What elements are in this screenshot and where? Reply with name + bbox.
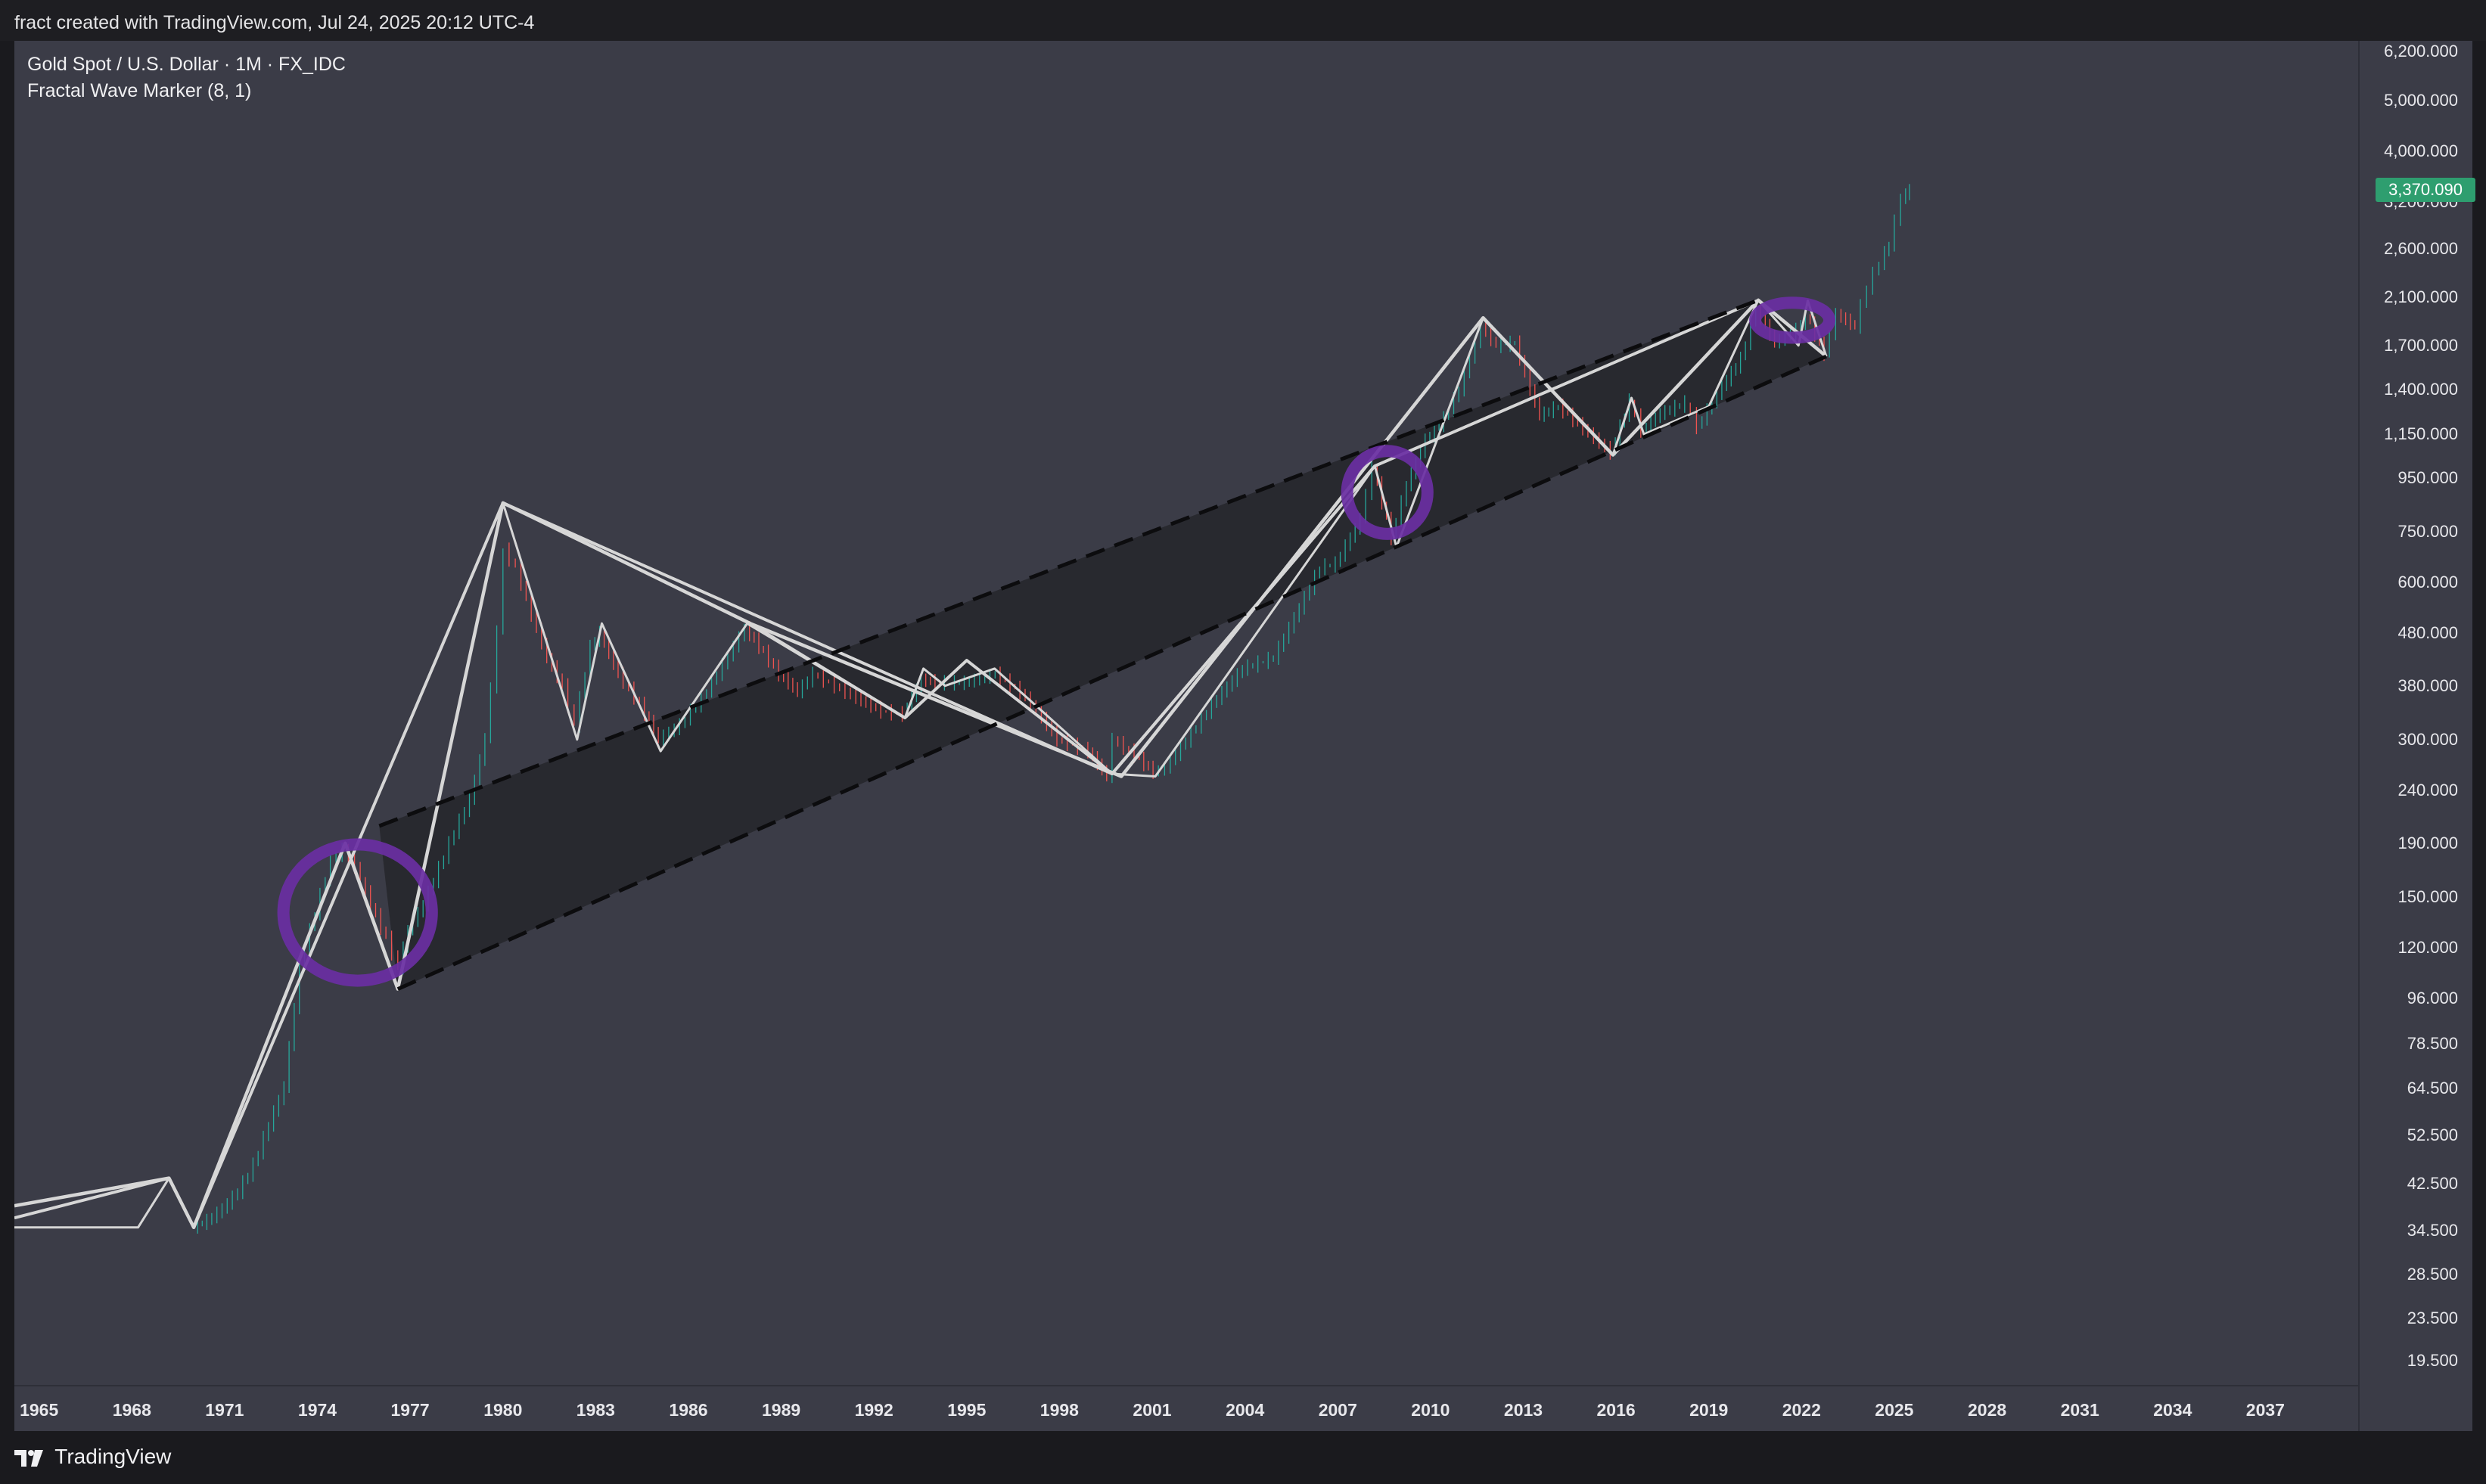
time-tick-label: 2013 bbox=[1503, 1400, 1543, 1420]
tradingview-brand[interactable]: TradingView bbox=[14, 1445, 171, 1469]
time-tick-label: 2022 bbox=[1782, 1400, 1821, 1420]
time-tick-label: 2004 bbox=[1226, 1400, 1265, 1420]
time-tick-label: 2037 bbox=[2245, 1400, 2285, 1420]
price-scale[interactable]: 6,200.0005,000.0004,000.0003,200.0002,60… bbox=[2358, 41, 2475, 1431]
price-tick-label: 950.000 bbox=[2397, 467, 2458, 487]
chart-legend: Gold Spot / U.S. Dollar · 1M · FX_IDC Fr… bbox=[27, 51, 346, 104]
price-tick-label: 120.000 bbox=[2397, 937, 2458, 957]
time-scale[interactable]: 1965 1968 1971 1974 1977 1980 1983 1986 1989 1992… bbox=[14, 1385, 2358, 1433]
time-tick-label: 1986 bbox=[669, 1400, 708, 1420]
price-tick-label: 150.000 bbox=[2397, 886, 2458, 906]
price-tick-label: 190.000 bbox=[2397, 833, 2458, 852]
price-tick-label: 96.000 bbox=[2407, 988, 2458, 1007]
time-tick-label: 2031 bbox=[2060, 1400, 2099, 1420]
price-tick-label: 78.500 bbox=[2407, 1034, 2458, 1054]
channel-lower-line bbox=[396, 354, 1828, 991]
wave-line-major-1 bbox=[14, 298, 1828, 1230]
time-tick-label: 2010 bbox=[1411, 1400, 1450, 1420]
price-tick-label: 600.000 bbox=[2397, 572, 2458, 591]
time-tick-label: 1974 bbox=[297, 1400, 337, 1420]
price-tick-label: 23.500 bbox=[2407, 1308, 2458, 1327]
time-tick-label: 2025 bbox=[1875, 1400, 1914, 1420]
price-tick-label: 1,400.000 bbox=[2384, 380, 2458, 399]
time-tick-label: 1971 bbox=[205, 1400, 244, 1420]
time-tick-label: 2016 bbox=[1596, 1400, 1636, 1420]
price-tick-label: 240.000 bbox=[2397, 780, 2458, 799]
time-tick-label: 1968 bbox=[112, 1400, 151, 1420]
time-tick-label: 1980 bbox=[483, 1400, 523, 1420]
price-tick-label: 1,150.000 bbox=[2384, 424, 2458, 444]
price-tick-label: 4,000.000 bbox=[2384, 141, 2458, 160]
indicator-title[interactable]: Fractal Wave Marker (8, 1) bbox=[27, 80, 252, 101]
price-tick-label: 2,600.000 bbox=[2384, 239, 2458, 259]
price-tick-label: 34.500 bbox=[2407, 1221, 2458, 1240]
chart-canvas[interactable] bbox=[14, 41, 2358, 1385]
time-tick-label: 2001 bbox=[1133, 1400, 1172, 1420]
price-tick-label: 28.500 bbox=[2407, 1264, 2458, 1284]
attribution-bar: fract created with TradingView.com, Jul … bbox=[0, 0, 2486, 41]
price-tick-label: 750.000 bbox=[2397, 521, 2458, 541]
tradingview-logo-icon bbox=[14, 1449, 43, 1467]
time-tick-label: 2034 bbox=[2153, 1400, 2192, 1420]
footer: TradingView bbox=[0, 1431, 2486, 1484]
time-tick-label: 1995 bbox=[947, 1400, 987, 1420]
price-tick-label: 300.000 bbox=[2397, 729, 2458, 749]
time-tick-label: 1998 bbox=[1039, 1400, 1079, 1420]
time-tick-label: 1992 bbox=[854, 1400, 893, 1420]
price-tick-label: 380.000 bbox=[2397, 675, 2458, 695]
last-price-badge: 3,370.090 bbox=[2376, 178, 2475, 203]
price-tick-label: 19.500 bbox=[2407, 1350, 2458, 1370]
price-tick-label: 42.500 bbox=[2407, 1173, 2458, 1193]
brand-label: TradingView bbox=[54, 1445, 172, 1468]
highlight-circle-3 bbox=[1749, 296, 1836, 344]
time-tick-label: 2028 bbox=[1968, 1400, 2007, 1420]
wave-line-major-4 bbox=[749, 464, 1376, 775]
price-tick-label: 1,700.000 bbox=[2384, 335, 2458, 355]
chart-pane[interactable]: Gold Spot / U.S. Dollar · 1M · FX_IDC Fr… bbox=[14, 41, 2475, 1433]
time-tick-label: 2019 bbox=[1689, 1400, 1729, 1420]
time-tick-label: 1989 bbox=[762, 1400, 801, 1420]
price-tick-label: 64.500 bbox=[2407, 1079, 2458, 1098]
symbol-title[interactable]: Gold Spot / U.S. Dollar · 1M · FX_IDC bbox=[27, 54, 346, 75]
price-tick-label: 52.500 bbox=[2407, 1125, 2458, 1145]
channel-fill bbox=[379, 300, 1826, 989]
time-tick-label: 2007 bbox=[1318, 1400, 1357, 1420]
time-tick-label: 1977 bbox=[390, 1400, 430, 1420]
price-tick-label: 6,200.000 bbox=[2384, 42, 2458, 61]
price-tick-label: 5,000.000 bbox=[2384, 90, 2458, 110]
highlight-circle-1 bbox=[277, 838, 438, 987]
price-tick-label: 2,100.000 bbox=[2384, 287, 2458, 307]
highlight-circle-2 bbox=[1341, 445, 1434, 540]
time-tick-label: 1965 bbox=[20, 1400, 59, 1420]
time-tick-label: 1983 bbox=[576, 1400, 615, 1420]
price-tick-label: 480.000 bbox=[2397, 622, 2458, 642]
attribution-text: fract created with TradingView.com, Jul … bbox=[14, 12, 535, 33]
channel-upper-line bbox=[378, 298, 1759, 828]
